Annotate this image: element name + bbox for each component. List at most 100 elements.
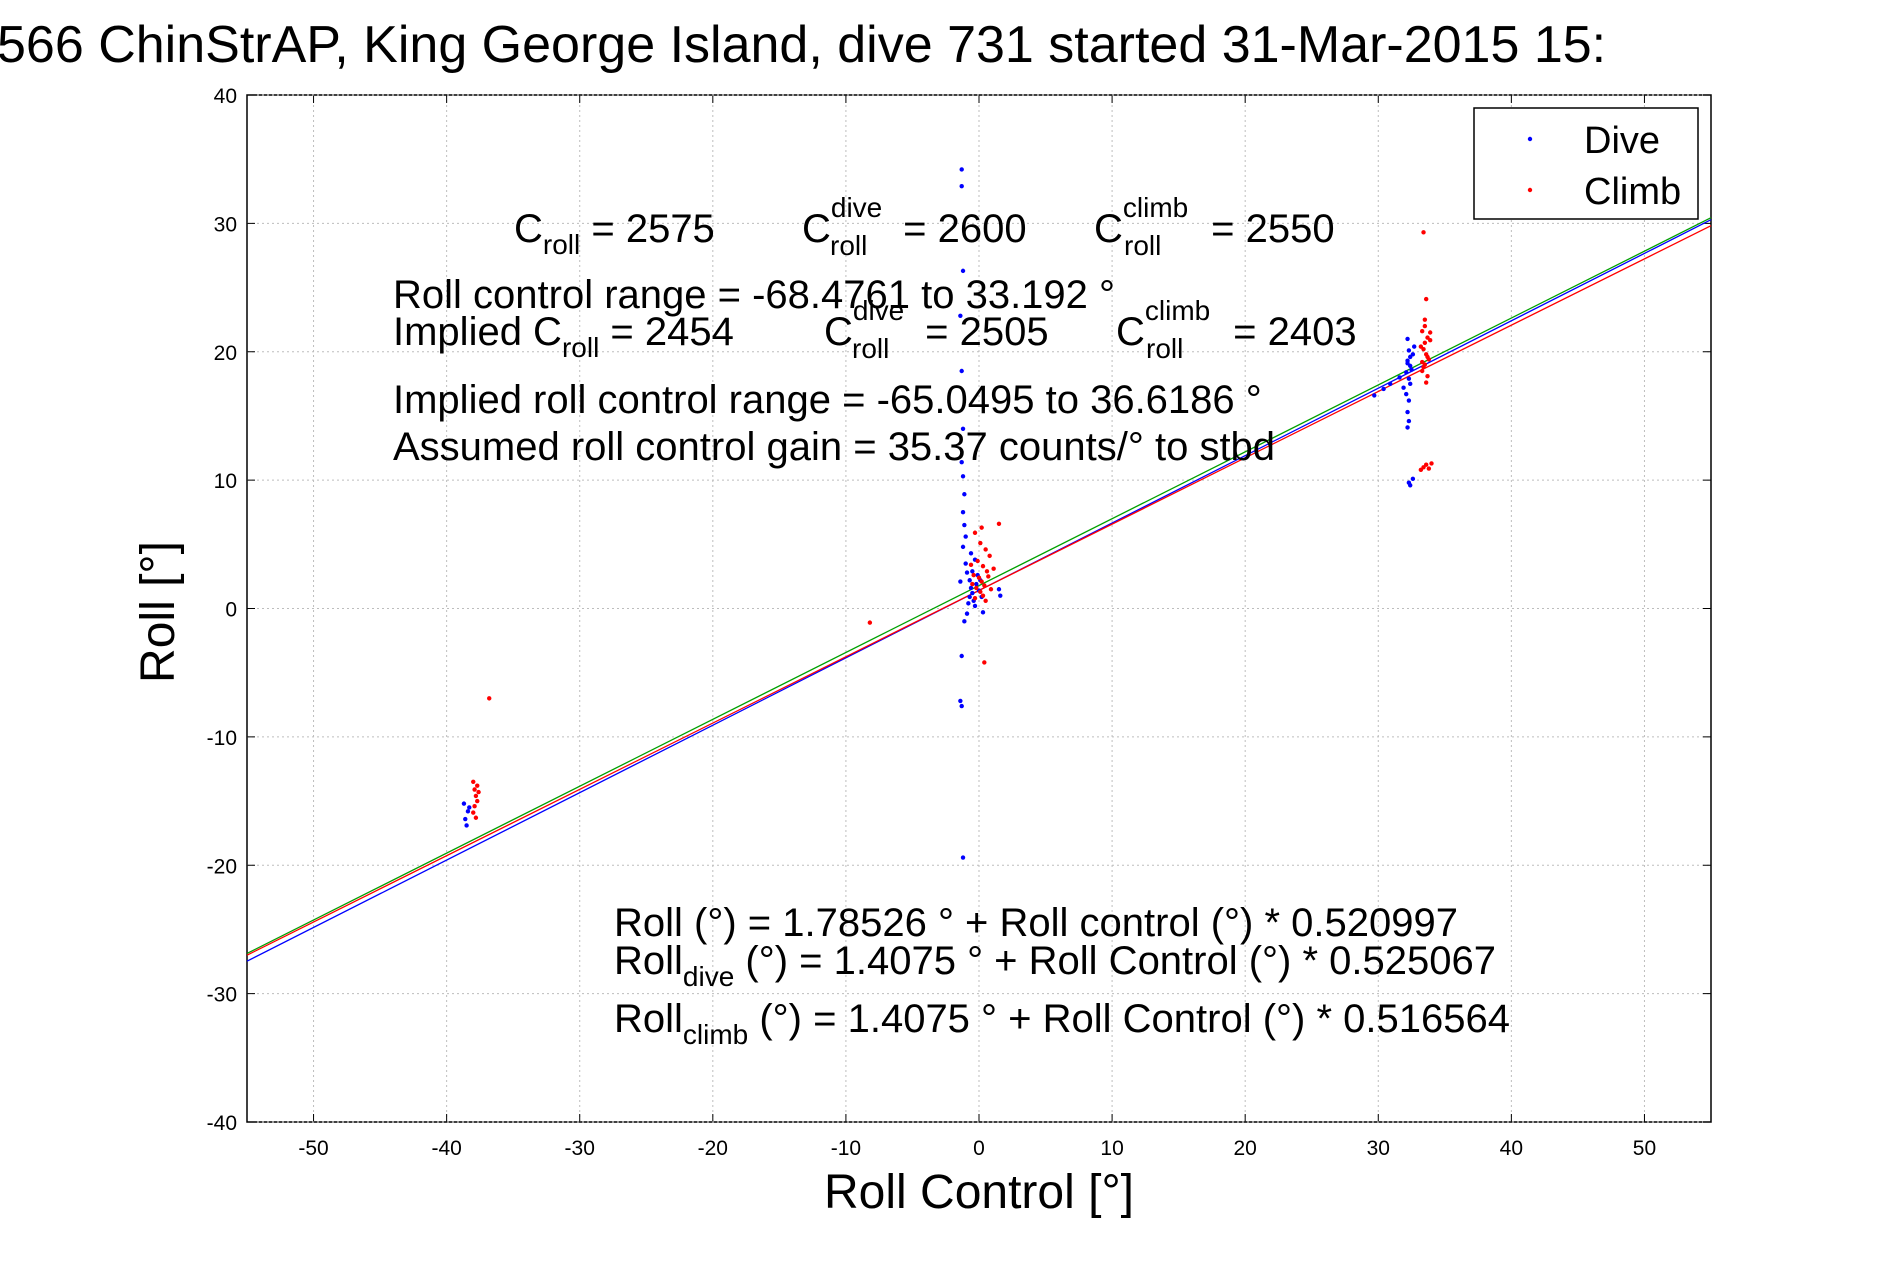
c-roll-climb-sub: roll — [1124, 230, 1161, 261]
climb-point — [1423, 380, 1429, 385]
annotation-c-roll: Croll = 2575 — [514, 207, 715, 260]
dive-point — [958, 313, 963, 319]
x-tick-label: 50 — [1633, 1137, 1656, 1160]
legend-dive-label: Dive — [1584, 120, 1660, 162]
c-roll-dive-value: = 2600 — [892, 207, 1027, 251]
dive-point — [960, 474, 966, 479]
climb-point — [968, 562, 974, 568]
dive-point — [959, 183, 964, 189]
y-tick-label: -20 — [207, 855, 237, 878]
dive-point — [959, 703, 964, 709]
y-tick-label: 30 — [214, 213, 237, 236]
climb-point — [1426, 466, 1432, 471]
dive-point — [1388, 381, 1393, 387]
climb-point — [991, 566, 996, 571]
climb-point — [1419, 329, 1425, 334]
x-tick-labels: -50 -40 -30 -20 -10 0 10 20 30 40 50 — [298, 1137, 1656, 1160]
y-tick-label: -30 — [207, 984, 237, 1007]
climb-point — [983, 547, 988, 552]
x-tick-label: -10 — [831, 1137, 861, 1160]
annotation-implied-range: Implied roll control range = -65.0495 to… — [393, 378, 1262, 422]
dive-point — [998, 593, 1003, 598]
annotation-roll-control-range: Roll control range = -68.4761 to 33.192 … — [393, 273, 1115, 317]
dive-point — [1408, 483, 1413, 488]
annotation-fit-dive: Rolldive (°) = 1.4075 ° + Roll Control (… — [614, 939, 1496, 992]
legend-box — [1473, 107, 1699, 220]
implied-c-roll-dive-base: C — [824, 310, 853, 354]
dive-point — [464, 823, 469, 828]
climb-point — [1425, 373, 1430, 379]
dive-point — [960, 510, 966, 515]
annotation-implied-c-roll-climb: Cclimb roll = 2403 — [1116, 295, 1357, 364]
x-tick-label: 20 — [1234, 1137, 1257, 1160]
dive-point — [1410, 352, 1416, 357]
fit-dive-base: Roll — [614, 939, 683, 983]
climb-point — [987, 553, 992, 559]
climb-point — [1419, 368, 1425, 374]
x-tick-label: -30 — [565, 1137, 595, 1160]
dive-point — [974, 581, 979, 587]
dive-point — [467, 805, 472, 810]
climb-point — [978, 540, 983, 546]
implied-c-roll-climb-sup: climb — [1145, 295, 1210, 326]
climb-point — [1419, 359, 1425, 365]
y-tick-label: 40 — [214, 85, 237, 108]
y-tick-label: 20 — [214, 342, 237, 365]
legend-dive-marker — [1527, 136, 1533, 142]
implied-c-roll-climb-value: = 2403 — [1222, 310, 1357, 354]
dive-point — [1401, 385, 1406, 390]
dive-point — [960, 268, 966, 274]
dive-point — [1408, 381, 1413, 387]
climb-point — [983, 598, 988, 603]
dive-point — [959, 459, 964, 465]
fit-climb-base: Roll — [614, 997, 683, 1041]
x-tick-label: -50 — [298, 1137, 328, 1160]
scatter-points — [461, 167, 1434, 860]
implied-c-roll-dive-sup: dive — [853, 295, 904, 326]
annotation-implied-c-roll: Implied Croll = 2454 — [393, 310, 734, 363]
dive-point — [1409, 367, 1414, 372]
climb-point — [1422, 323, 1428, 329]
climb-point — [1422, 340, 1428, 345]
dive-point — [1405, 361, 1410, 366]
climb-point — [475, 783, 480, 788]
dive-point — [963, 534, 968, 539]
c-roll-sub: roll — [543, 229, 580, 260]
implied-c-roll-prefix: Implied C — [393, 310, 562, 354]
dive-point — [958, 698, 963, 704]
climb-point — [1425, 354, 1430, 360]
y-tick-label: 10 — [214, 470, 237, 493]
c-roll-climb-base: C — [1094, 207, 1123, 251]
climb-point — [982, 583, 987, 588]
dive-point — [1406, 348, 1412, 353]
dive-point — [996, 587, 1002, 592]
fit-climb-rest: (°) = 1.4075 ° + Roll Control (°) * 0.51… — [748, 997, 1510, 1041]
dive-point — [962, 619, 967, 624]
implied-c-roll-climb-sub: roll — [1146, 333, 1183, 364]
climb-point — [1427, 330, 1433, 335]
climb-point — [986, 574, 991, 579]
climb-point — [1418, 344, 1424, 349]
climb-point — [980, 593, 986, 598]
x-tick-label: 0 — [973, 1137, 985, 1160]
climb-point — [972, 530, 978, 535]
climb-point — [980, 563, 986, 569]
y-axis-title: Roll [°] — [132, 541, 185, 683]
x-tick-label: -20 — [698, 1137, 728, 1160]
dive-point — [461, 801, 467, 806]
dive-point — [1404, 391, 1409, 397]
dive-point — [966, 601, 971, 606]
dive-point — [962, 522, 967, 528]
climb-point — [472, 803, 477, 809]
dive-point — [1406, 398, 1412, 403]
dive-point — [960, 544, 966, 550]
climb-point — [988, 587, 994, 592]
climb-point — [476, 789, 481, 795]
dive-point — [959, 167, 964, 172]
dive-point — [1405, 409, 1410, 415]
dive-point — [1406, 418, 1412, 424]
legend-climb-marker — [1527, 187, 1533, 193]
climb-point — [1423, 462, 1429, 467]
climb-point — [972, 596, 978, 601]
dive-point — [960, 855, 966, 860]
